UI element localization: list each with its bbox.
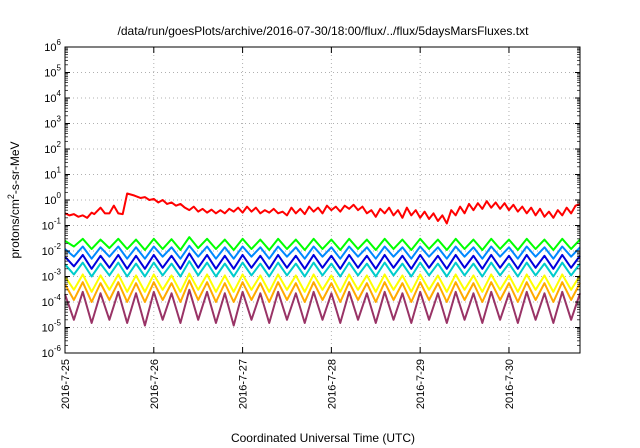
y-tick-label-base: 10	[42, 348, 54, 360]
y-tick-label-base: 10	[42, 297, 54, 309]
y-tick-label-exp: -2	[54, 242, 62, 251]
y-tick-label-base: 10	[42, 323, 54, 335]
y-tick-label: 10-4	[42, 293, 62, 309]
x-tick-label: 2016-7-27	[238, 359, 250, 409]
y-tick-label: 103	[44, 115, 61, 131]
x-tick-label: 2016-7-30	[504, 359, 516, 409]
y-tick-label-base: 10	[42, 246, 54, 258]
x-axis-ticks: 2016-7-25 2016-7-26 2016-7-27 2016-7-28 2016…	[60, 47, 516, 409]
y-axis-label-main: protons/cm	[8, 199, 22, 258]
y-axis-label: protons/cm2-s-sr-MeV	[6, 141, 22, 258]
y-tick-label-exp: 6	[57, 38, 62, 47]
y-tick-label-base: 10	[42, 272, 54, 284]
y-tick-label-base: 10	[44, 42, 56, 54]
y-tick-label: 106	[44, 38, 61, 54]
x-axis-label: Coordinated Universal Time (UTC)	[231, 431, 415, 445]
y-tick-label-exp: -4	[54, 293, 62, 302]
x-tick-label: 2016-7-29	[415, 359, 427, 409]
x-tick-label: 2016-7-28	[326, 359, 338, 409]
y-tick-label: 100	[44, 191, 61, 207]
y-tick-label-exp: -6	[54, 344, 62, 353]
y-tick-label: 10-3	[42, 268, 62, 284]
x-tick-label: 2016-7-25	[60, 359, 72, 409]
series-line	[64, 192, 581, 225]
y-tick-label-base: 10	[44, 119, 56, 131]
y-tick-label: 104	[44, 89, 61, 105]
y-tick-label-exp: -5	[54, 319, 62, 328]
y-tick-label-base: 10	[44, 144, 56, 156]
y-axis-label-sup: 2	[6, 194, 16, 199]
y-tick-label-exp: 2	[57, 140, 62, 149]
y-tick-label-exp: 5	[57, 64, 62, 73]
y-tick-label-base: 10	[42, 221, 54, 233]
y-tick-label-exp: 3	[57, 115, 62, 124]
series-group	[64, 192, 581, 327]
series-line	[64, 288, 581, 327]
y-tick-label: 101	[44, 166, 61, 182]
x-tick-label: 2016-7-26	[149, 359, 161, 409]
y-tick-label-base: 10	[44, 68, 56, 80]
y-tick-label-base: 10	[44, 170, 56, 182]
series-line	[64, 236, 581, 251]
y-tick-label: 102	[44, 140, 61, 156]
y-tick-label-exp: 1	[57, 166, 62, 175]
y-tick-label: 10-6	[42, 344, 62, 360]
y-tick-label: 10-2	[42, 242, 62, 258]
y-tick-label: 10-1	[42, 217, 62, 233]
y-tick-label-base: 10	[44, 93, 56, 105]
y-tick-label-exp: -3	[54, 268, 62, 277]
y-axis-ticks: 10-610-510-410-310-210-11001011021031041…	[42, 38, 580, 360]
y-tick-label: 10-5	[42, 319, 62, 335]
y-tick-label-base: 10	[44, 195, 56, 207]
series-line	[64, 252, 581, 270]
y-tick-label: 105	[44, 64, 61, 80]
series-line	[64, 260, 581, 278]
y-tick-label-exp: 0	[57, 191, 62, 200]
y-tick-label-exp: 4	[57, 89, 62, 98]
series-line	[64, 244, 581, 260]
series-line	[64, 279, 581, 303]
chart-title: /data/run/goesPlots/archive/2016-07-30/1…	[118, 24, 530, 38]
y-tick-label-exp: -1	[54, 217, 62, 226]
series-line	[64, 272, 581, 293]
y-axis-label-tail: -s-sr-MeV	[8, 141, 22, 194]
